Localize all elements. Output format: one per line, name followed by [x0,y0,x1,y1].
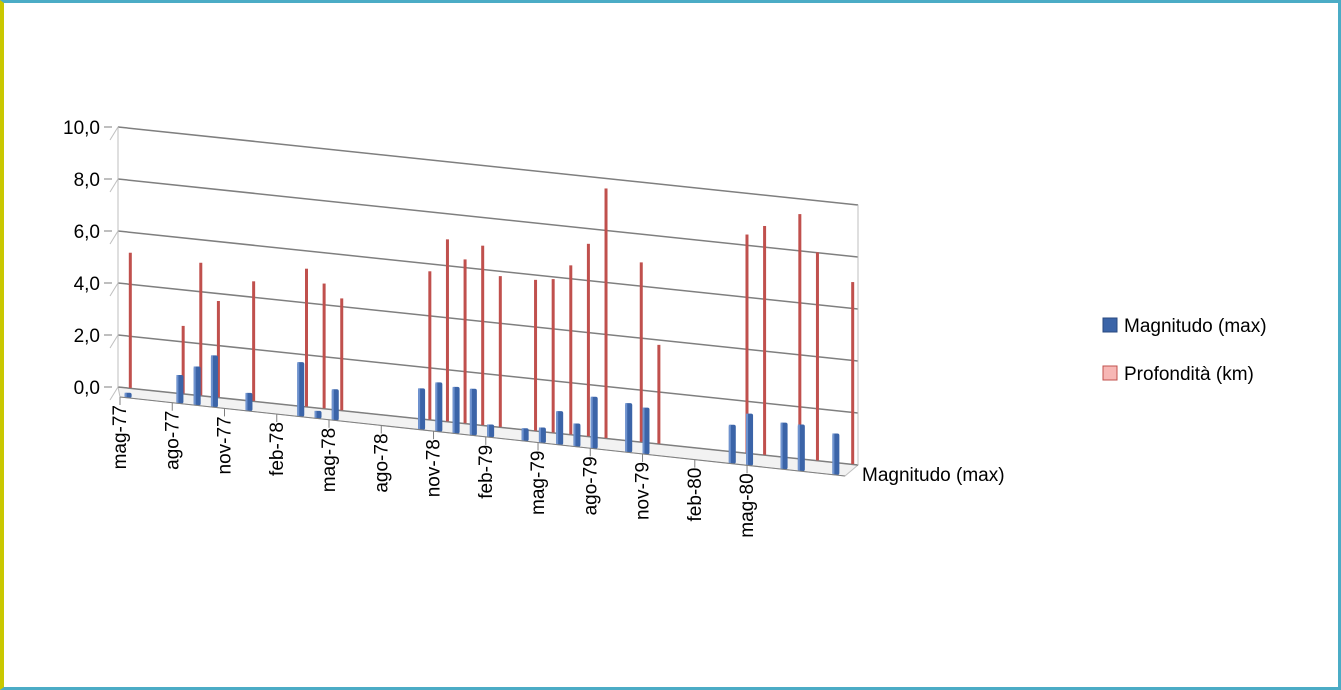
x-tick-label: feb-80 [685,468,706,522]
y-tick-label: 0,0 [74,378,100,399]
x-tick-label: mag-77 [110,405,131,469]
bar-profondita [798,214,802,459]
y-tick-label: 8,0 [74,170,100,191]
legend-item-magnitudo: Magnitudo (max) [1102,316,1267,337]
bar-magnitudo-highlight [538,427,541,444]
bar-magnitudo-highlight [521,428,524,442]
y-axis: 0,0 2,0 4,0 6,0 8,0 10,0 [63,118,112,399]
bar-magnitudo-highlight [487,424,490,438]
bar-profondita [252,281,256,401]
blue-square-icon [1102,317,1118,333]
gridline-side [109,178,119,193]
bar-profondita [216,301,220,398]
bar-profondita [428,271,432,420]
x-tick-label: mag-79 [528,451,549,515]
bar-profondita [763,225,767,455]
legend-item-profondita: Profondità (km) [1102,364,1254,385]
x-tick-label: ago-79 [580,456,601,515]
gridline-side [109,386,119,401]
bar-magnitudo-highlight [418,388,421,430]
bar-profondita [569,265,573,435]
legend: Magnitudo (max) Profondità (km) [1102,316,1267,385]
y-tick-label: 4,0 [74,274,100,295]
bar-magnitudo-highlight [452,386,455,434]
bar-profondita [586,243,590,437]
bar-magnitudo-highlight [469,388,472,436]
bar-profondita [322,283,326,409]
x-tick-label: mag-78 [319,428,340,492]
bar-profondita [305,268,308,407]
bar-profondita [128,252,132,388]
x-tick-label: feb-78 [267,422,288,476]
depth-axis-label: Magnitudo (max) [862,465,1005,486]
bar-profondita [604,188,608,439]
y-tick-label: 6,0 [74,222,100,243]
bars [124,188,855,476]
bar-magnitudo-highlight [797,424,800,472]
bar-profondita [639,262,643,442]
gridline-side [109,126,119,141]
bar-profondita [745,234,749,453]
bar-magnitudo-highlight [590,396,593,449]
gridline [117,178,859,258]
bar-profondita [534,279,538,431]
x-tick-label: nov-77 [215,416,236,474]
x-tick-label: feb-79 [476,445,497,499]
y-tick-label: 10,0 [63,118,100,139]
bar-magnitudo-highlight [435,382,438,432]
x-tick-label: nov-79 [633,462,654,520]
y-tick-label: 2,0 [74,326,100,347]
pink-square-icon [1102,365,1118,381]
gridline-side [109,334,119,349]
gridline-side [109,230,119,245]
bar-profondita [551,279,555,433]
bar-magnitudo-highlight [297,362,300,417]
bar-magnitudo-highlight [245,392,248,412]
bar-profondita [181,325,185,394]
x-tick-label: ago-78 [371,433,392,492]
gridline [117,230,859,310]
bar-profondita [815,252,819,461]
bar-magnitudo-highlight [625,403,628,453]
bar-profondita [445,239,449,422]
bar-magnitudo-highlight [193,366,196,406]
bar-magnitudo-highlight [573,423,576,447]
x-tick-label: nov-78 [424,439,445,497]
gridline-side [109,282,119,297]
bar-magnitudo-highlight [642,407,645,455]
x-axis: mag-77 ago-77 nov-77 feb-78 mag-78 ago-78 nov-… [110,396,846,538]
bar-magnitudo-highlight [210,355,213,408]
gridline [117,334,859,414]
legend-label-profondita: Profondità (km) [1124,364,1254,385]
bar-magnitudo-highlight [746,413,749,466]
bar-magnitudo-highlight [780,422,783,470]
bar-magnitudo-highlight [556,411,559,445]
bar-profondita [340,298,344,411]
bar-profondita [481,245,485,426]
bar-profondita [851,282,855,465]
bar-magnitudo-highlight [176,374,179,404]
bar-profondita [498,276,502,427]
bar-magnitudo-highlight [331,389,334,421]
bar-profondita [463,259,467,424]
bar-profondita [199,262,203,396]
bar-profondita [657,344,661,444]
bar-magnitudo-highlight [728,424,731,464]
gridline [117,126,859,206]
x-tick-label: ago-77 [162,411,183,470]
x-axis-line [119,396,846,477]
x-tick-label: mag-80 [737,473,758,537]
legend-label-magnitudo: Magnitudo (max) [1124,316,1267,337]
bar-magnitudo-highlight [124,392,127,398]
bar-magnitudo-highlight [314,410,317,419]
gridline [117,282,859,362]
bar-magnitudo-highlight [832,433,835,476]
